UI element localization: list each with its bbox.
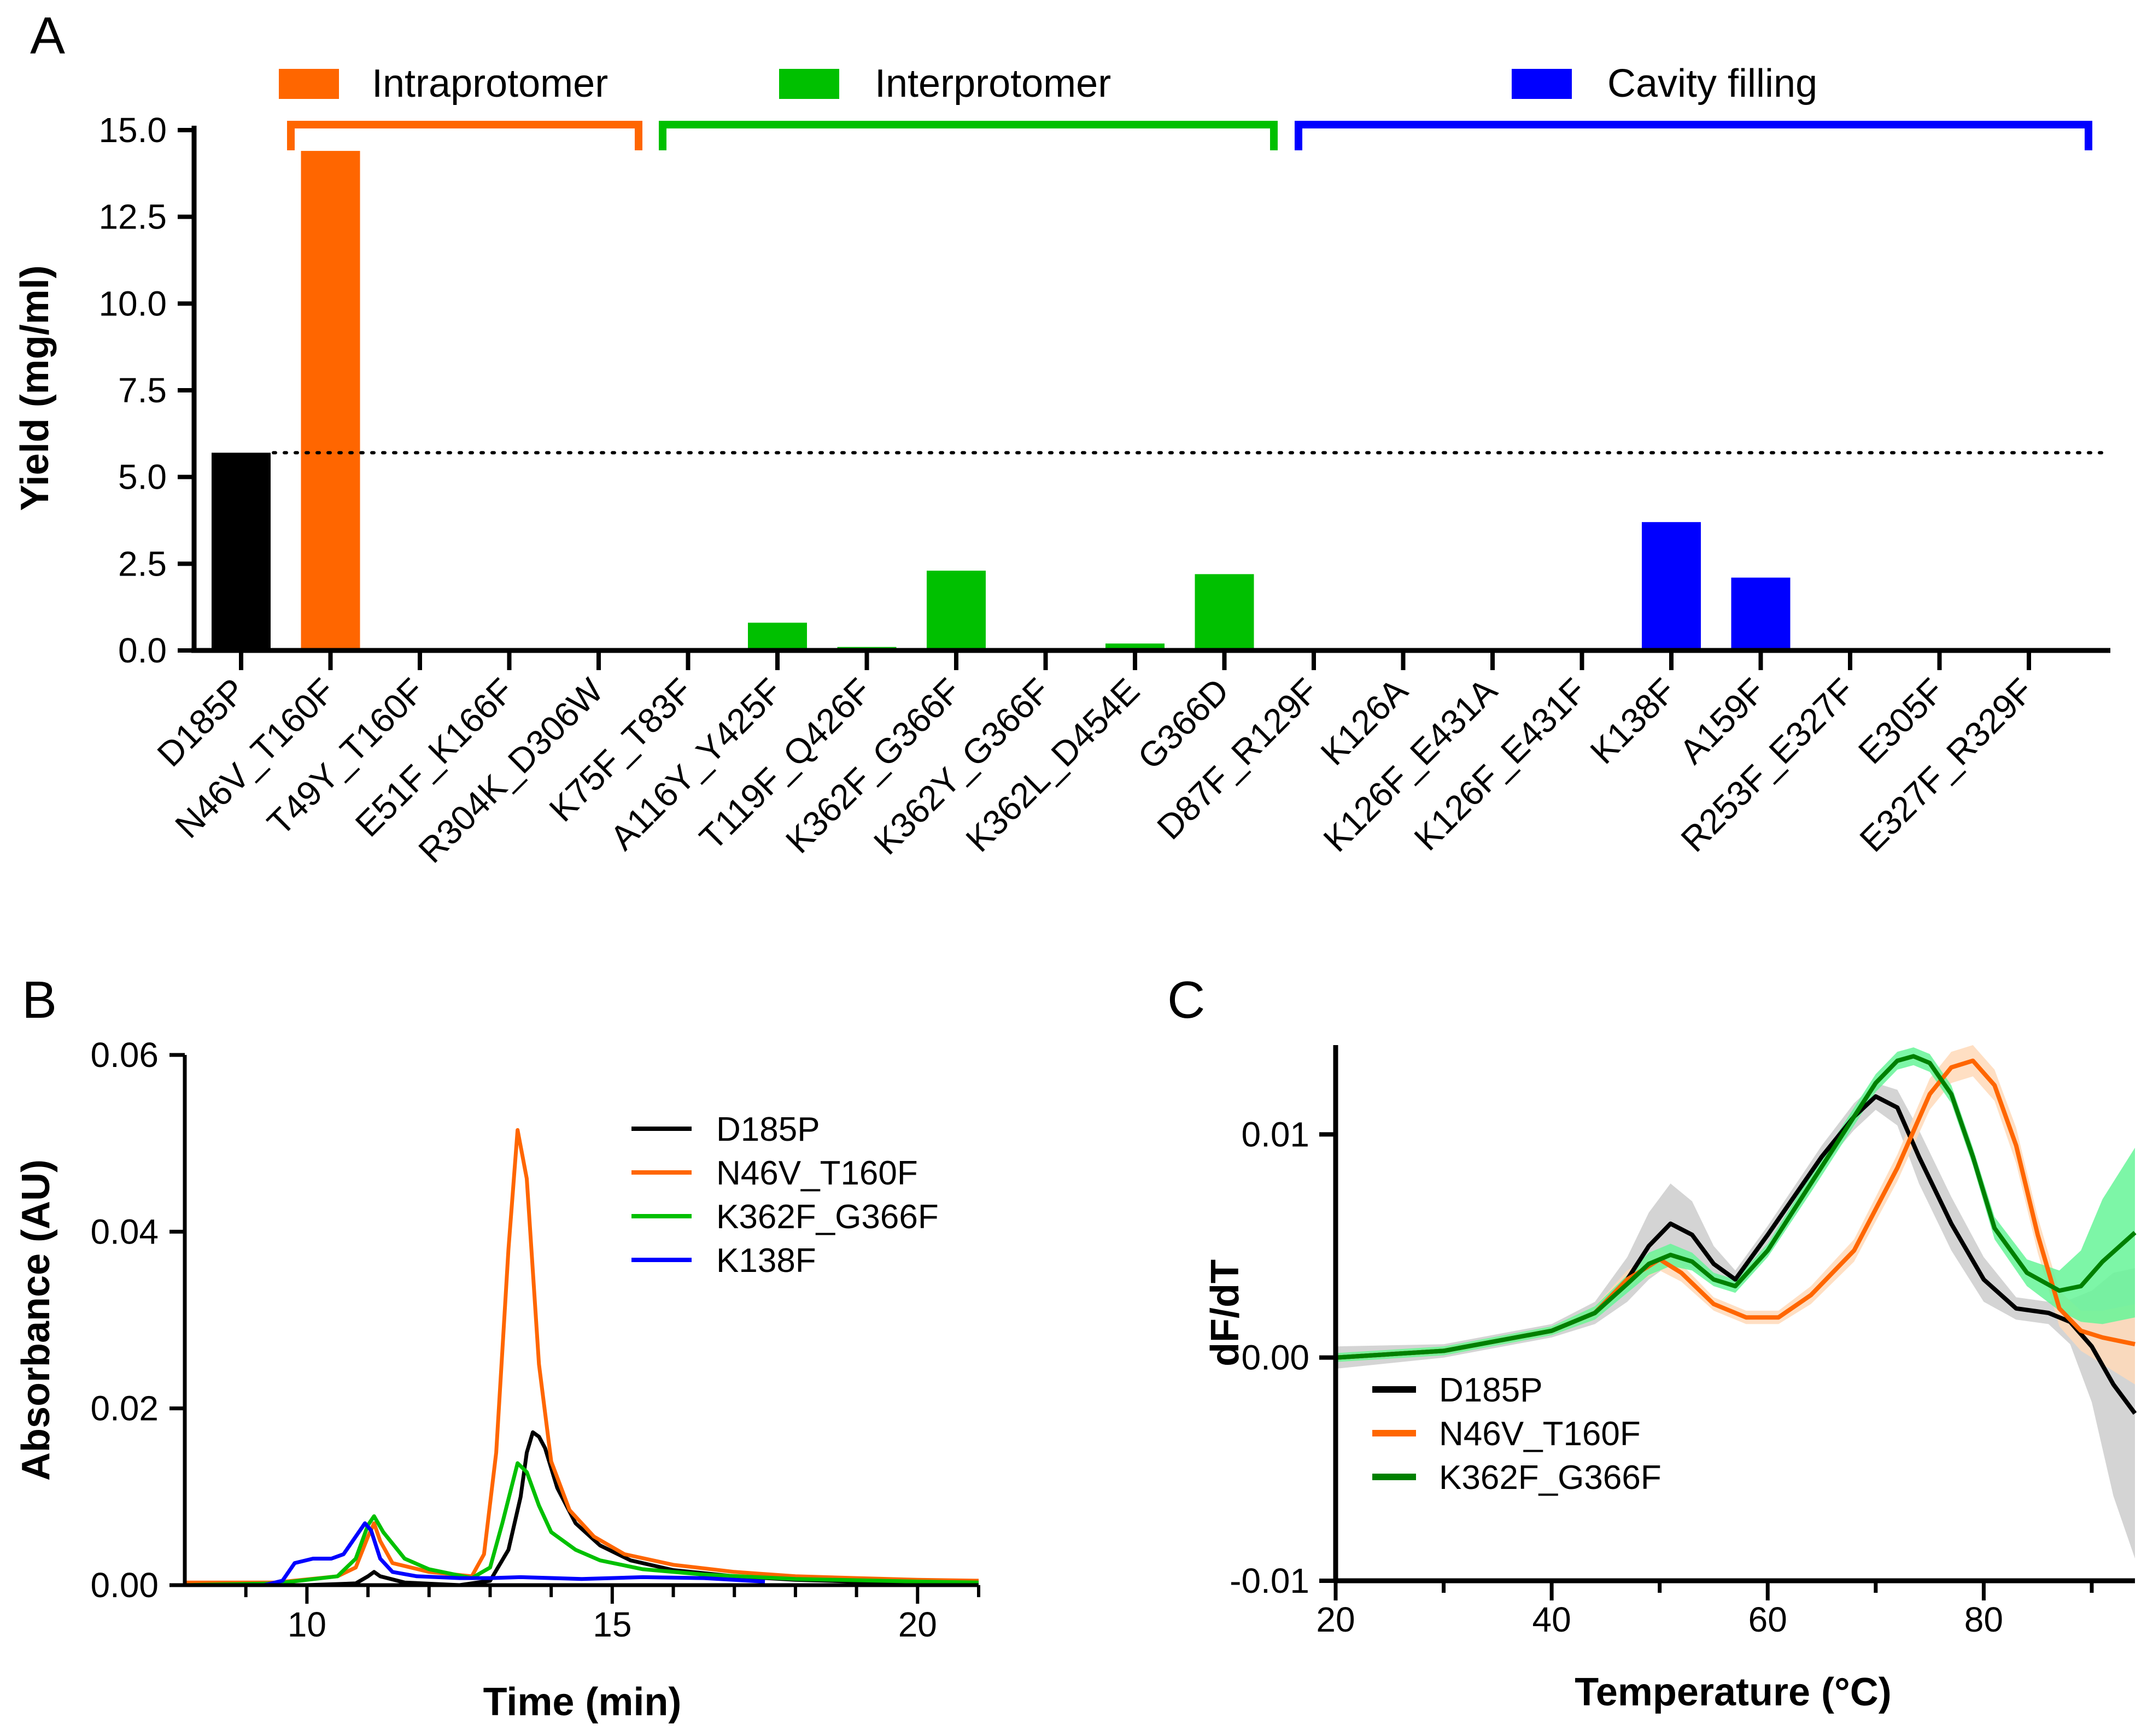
bar-n46v-t160f: [301, 151, 360, 651]
x-tick-label: 80: [1964, 1600, 2003, 1639]
x-tick-label: 10: [288, 1605, 326, 1644]
y-axis-title: dF/dT: [1203, 1259, 1247, 1366]
series-line-k362f-g366f: [1335, 1054, 2137, 1360]
series-line-n46v-t160f: [1335, 1058, 2136, 1360]
bar-d185p: [212, 453, 271, 650]
panel-b-x-ticks: 10 15 20: [244, 1585, 980, 1644]
bar-k362f-g366f: [927, 571, 986, 650]
legend-label-3: K138F: [716, 1242, 816, 1280]
bracket-1: [659, 121, 1278, 150]
group-legend: Intraprotomer Interprotomer Cavity filling: [279, 62, 1817, 105]
group-brackets: [287, 121, 2092, 150]
y-tick-label: 10.0: [98, 284, 167, 323]
panel-b-series: [184, 1128, 979, 1587]
y-tick-label: 0.04: [90, 1212, 159, 1251]
bar-a159f: [1731, 577, 1791, 650]
panel-b-y-ticks: 0.00 0.02 0.04 0.06: [90, 1035, 185, 1605]
panel-c-legend: D185P N46V_T160F K362F_G366F: [1372, 1371, 1661, 1497]
panel-b-legend: D185P N46V_T160F K362F_G366F K138F: [631, 1111, 939, 1280]
y-tick-label: 0.01: [1241, 1115, 1309, 1154]
legend-swatch-0: [279, 69, 339, 99]
x-tick-label: 40: [1532, 1600, 1571, 1639]
bar-g366d: [1195, 574, 1254, 650]
x-tick-label: 60: [1748, 1600, 1787, 1639]
y-tick-label: 12.5: [98, 197, 167, 237]
bar-a116y-y425f: [748, 623, 807, 650]
y-tick-label: 0.0: [118, 631, 167, 670]
y-axis-title: Yield (mg/ml): [13, 265, 57, 511]
y-tick-label: 15.0: [98, 110, 167, 150]
legend-label-0: Intraprotomer: [372, 62, 608, 105]
bracket-0: [287, 121, 642, 150]
panel-c-series: [1335, 1054, 2137, 1415]
y-tick-label: 0.02: [90, 1389, 159, 1428]
legend-label-1: Interprotomer: [875, 62, 1111, 105]
legend-label-2: K362F_G366F: [1439, 1459, 1661, 1497]
panel-c-line-chart: -0.01 0.00 0.01 20 40 60 80 dF/dT Temperature…: [1203, 1045, 2137, 1714]
legend-label-1: N46V_T160F: [716, 1154, 918, 1192]
series-line-n46v-t160f: [185, 1128, 979, 1585]
legend-label-2: Cavity filling: [1607, 62, 1817, 105]
x-axis-title: Time (min): [483, 1680, 682, 1724]
x-tick-label: 20: [1316, 1600, 1355, 1639]
y-tick-label: 5.0: [118, 458, 167, 497]
panel-c-x-ticks: 20 40 60 80: [1316, 1581, 2094, 1639]
x-tick-label: 20: [898, 1605, 937, 1644]
legend-label-0: D185P: [1439, 1371, 1543, 1409]
panel-label-c: C: [1167, 971, 1205, 1029]
panel-b-line-chart: 0.000.020.040.06 10 15 20 Absorbance (AU) …: [14, 1035, 980, 1724]
panel-label-b: B: [22, 971, 57, 1029]
panel-label-a: A: [30, 7, 65, 65]
confidence-band-d185p: [1336, 1083, 2135, 1559]
legend-swatch-1: [779, 69, 839, 99]
y-tick-label: 0.00: [1241, 1338, 1309, 1377]
legend-label-0: D185P: [716, 1111, 820, 1148]
legend-label-1: N46V_T160F: [1439, 1415, 1641, 1453]
y-tick-label: 0.06: [90, 1035, 159, 1075]
series-line-k362f-g366f: [184, 1461, 979, 1587]
bracket-2: [1295, 121, 2092, 150]
panel-a-bars: [212, 151, 1791, 651]
legend-swatch-2: [1512, 69, 1572, 99]
y-tick-label: -0.01: [1230, 1561, 1309, 1600]
x-axis-title: Temperature (°C): [1575, 1670, 1892, 1714]
legend-label-2: K362F_G366F: [716, 1198, 939, 1236]
y-axis-title: Absorbance (AU): [14, 1159, 58, 1481]
y-tick-label: 0.00: [90, 1565, 159, 1605]
series-line-k138f: [185, 1521, 765, 1587]
y-tick-label: 7.5: [118, 371, 167, 410]
panel-c-y-ticks: -0.01 0.00 0.01: [1230, 1115, 1336, 1600]
x-tick-label: 15: [593, 1605, 631, 1644]
panel-a-y-ticks: 0.0 2.5 5.0 7.5 10.0 12.5 15.0: [98, 110, 194, 670]
bar-k138f: [1642, 522, 1701, 650]
y-tick-label: 2.5: [118, 544, 167, 583]
